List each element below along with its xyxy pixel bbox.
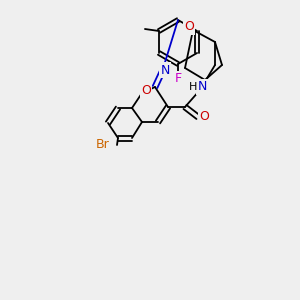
Text: N: N xyxy=(197,80,207,94)
Text: F: F xyxy=(174,73,182,85)
Text: O: O xyxy=(141,83,151,97)
Text: O: O xyxy=(184,20,194,34)
Text: O: O xyxy=(199,110,209,124)
Text: Br: Br xyxy=(96,139,110,152)
Text: N: N xyxy=(160,64,170,76)
Text: H: H xyxy=(189,82,197,92)
